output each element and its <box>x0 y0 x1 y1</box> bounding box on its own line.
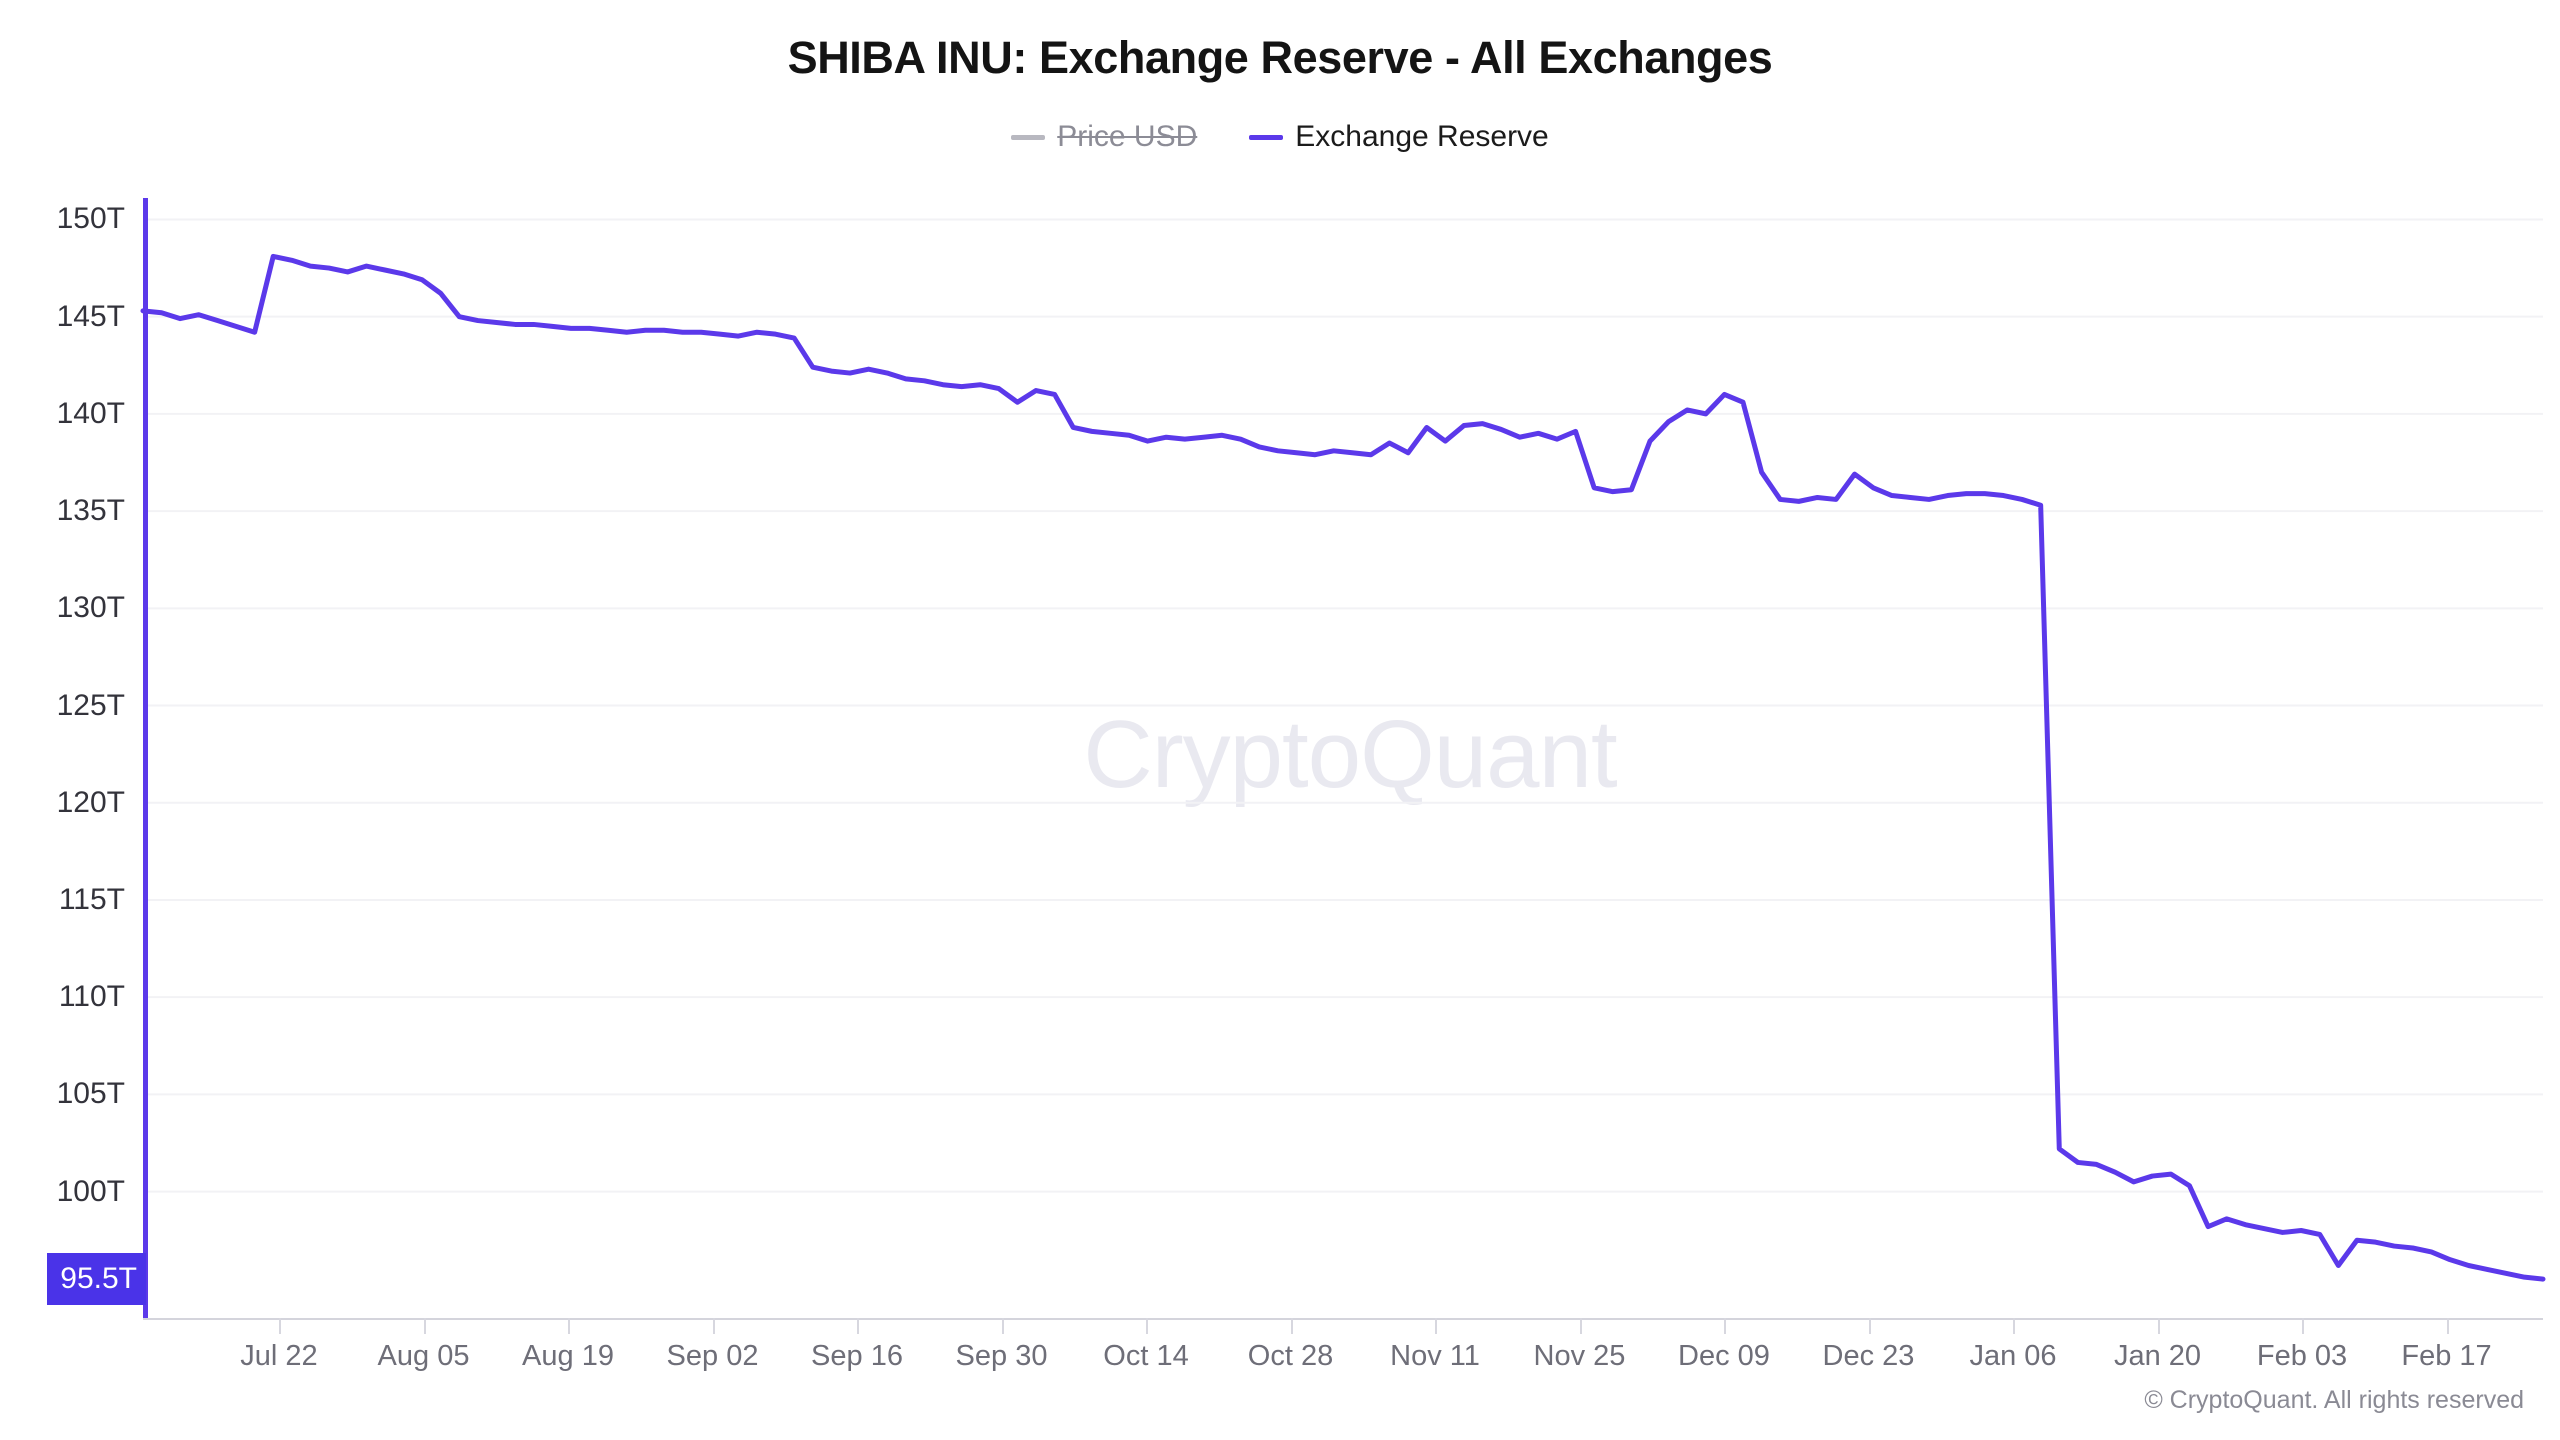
x-axis-tick-label: Feb 03 <box>2256 1340 2348 1372</box>
x-axis-tick-label: Aug 19 <box>522 1340 614 1372</box>
x-axis-tick-label: Sep 16 <box>811 1340 903 1372</box>
x-axis-tick-mark <box>1146 1318 1148 1334</box>
x-axis-tick-label: Sep 02 <box>666 1340 759 1372</box>
x-axis-tick-mark <box>2157 1318 2160 1334</box>
x-axis-tick-label: Dec 23 <box>1822 1340 1915 1372</box>
y-axis-tick-label: 150T <box>56 202 125 236</box>
legend-item-exchange-reserve[interactable]: Exchange Reserve <box>1249 120 1549 153</box>
x-axis-tick-mark <box>568 1318 570 1334</box>
chart-legend: Price USD Exchange Reserve <box>0 122 2560 152</box>
series-line-exchange-reserve <box>140 253 2546 1282</box>
copyright-notice: © CryptoQuant. All rights reserved <box>2144 1386 2524 1414</box>
y-axis-tick-label: 115T <box>58 882 125 916</box>
x-axis-tick-label: Dec 09 <box>1678 1340 1770 1372</box>
x-axis-tick-mark <box>1290 1318 1293 1334</box>
x-axis-tick-mark <box>1868 1318 1871 1334</box>
x-axis-tick-mark <box>2013 1318 2015 1334</box>
y-axis-tick-label: 145T <box>56 299 125 333</box>
x-axis-tick-label: Jul 22 <box>240 1340 318 1372</box>
current-value-badge: 95.5T <box>47 1253 146 1306</box>
legend-swatch-exchange-reserve <box>1249 134 1284 140</box>
page-title: SHIBA INU: Exchange Reserve - All Exchan… <box>787 32 1773 83</box>
y-axis-tick-label: 110T <box>58 980 125 1014</box>
x-axis-tick-mark <box>279 1318 281 1334</box>
x-axis-tick-label: Nov 25 <box>1533 1340 1626 1372</box>
y-axis-tick-label: 105T <box>56 1077 125 1111</box>
x-axis-tick-mark <box>423 1318 426 1334</box>
legend-item-price-usd[interactable]: Price USD <box>1011 122 1197 152</box>
x-axis-tick-label: Oct 28 <box>1247 1340 1334 1372</box>
y-axis-labels: 95.5T 150T 145T 140T 135T 130T 125T 120T 115T 11… <box>0 0 146 1440</box>
gridlines <box>143 218 2543 1193</box>
legend-label-price-usd: Price USD <box>1057 120 1198 153</box>
x-axis-line <box>143 1318 2543 1320</box>
plot-area <box>140 200 2546 1318</box>
y-axis-tick-label: 100T <box>56 1174 125 1208</box>
legend-label-exchange-reserve: Exchange Reserve <box>1295 120 1549 153</box>
y-axis-tick-label: 130T <box>56 591 125 625</box>
x-axis-tick-mark <box>1724 1318 1726 1334</box>
x-axis-tick-label: Jan 20 <box>2113 1340 2202 1372</box>
x-axis-tick-mark <box>1579 1318 1582 1334</box>
y-axis-tick-label: 120T <box>56 785 125 819</box>
y-axis-tick-label: 125T <box>56 688 125 722</box>
x-axis-tick-label: Jan 06 <box>1969 1340 2057 1372</box>
y-axis-tick-label: 135T <box>56 494 125 528</box>
x-axis-tick-label: Sep 30 <box>955 1340 1048 1372</box>
legend-swatch-price-usd <box>1011 134 1046 140</box>
x-axis-tick-mark <box>2302 1318 2304 1334</box>
x-axis-tick-label: Nov 11 <box>1390 1340 1480 1372</box>
x-axis-tick-mark <box>2446 1318 2449 1334</box>
x-axis-tick-mark <box>712 1318 715 1334</box>
y-axis-line <box>143 198 148 1320</box>
x-axis-tick-mark <box>857 1318 859 1334</box>
x-axis-tick-label: Feb 17 <box>2401 1340 2492 1372</box>
x-axis-tick-mark <box>1435 1318 1437 1334</box>
x-axis-tick-mark <box>1001 1318 1004 1334</box>
chart-plot-svg <box>140 218 2546 1282</box>
x-axis-tick-label: Aug 05 <box>377 1340 470 1372</box>
x-axis-tick-label: Oct 14 <box>1103 1340 1189 1372</box>
y-axis-tick-label: 140T <box>56 396 125 430</box>
